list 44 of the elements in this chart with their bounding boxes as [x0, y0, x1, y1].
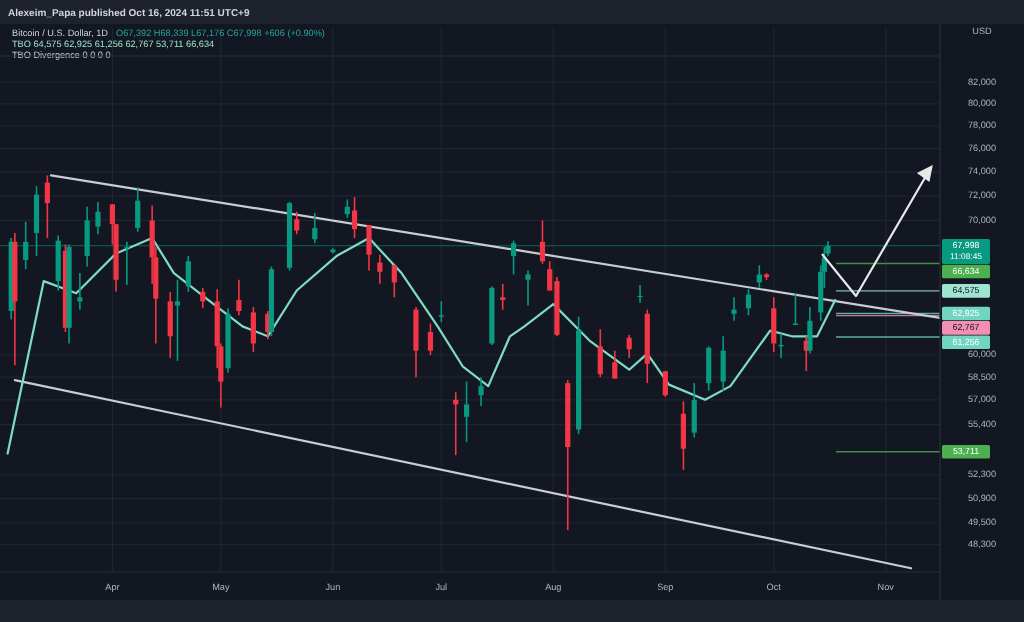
candlestick: [391, 264, 397, 299]
candlestick: [167, 291, 173, 359]
candlestick: [612, 349, 618, 380]
candlestick: [84, 205, 90, 268]
candlestick: [510, 239, 517, 276]
candlestick: [463, 380, 470, 443]
candlestick: [344, 198, 350, 219]
candlestick: [807, 306, 813, 355]
candlestick: [691, 382, 697, 439]
candlestick: [756, 264, 762, 289]
candlestick: [200, 287, 206, 310]
candlestick: [539, 219, 546, 265]
candlestick: [366, 224, 372, 272]
candlestick: [377, 253, 383, 285]
candlestick: [174, 278, 181, 362]
candlestick: [23, 220, 29, 270]
candlestick: [44, 174, 50, 239]
candlestick: [771, 296, 777, 353]
candlestick: [135, 186, 141, 233]
candlestick: [745, 288, 752, 316]
candlestick: [294, 210, 300, 236]
candlestick: [427, 322, 434, 356]
candlestick: [33, 185, 40, 257]
candlestick: [706, 345, 712, 392]
candlestick: [351, 196, 358, 239]
candlestick: [720, 335, 726, 392]
candlestick: [597, 328, 603, 378]
candlestick: [662, 370, 668, 398]
candlestick: [525, 269, 531, 307]
candlestick: [438, 300, 444, 323]
candlestick: [731, 296, 737, 322]
candlestick: [637, 284, 643, 304]
candlestick: [626, 334, 632, 359]
candlestick: [680, 400, 687, 471]
candlestick: [478, 376, 484, 407]
candlestick: [236, 278, 242, 316]
candlestick: [312, 212, 318, 244]
candlestick: [77, 272, 83, 311]
candlestick: [95, 201, 101, 236]
candlestick: [55, 234, 61, 292]
candlestick: [413, 306, 419, 378]
candlestick: [500, 282, 506, 311]
candlestick: [250, 306, 256, 353]
candlestick: [185, 255, 191, 293]
